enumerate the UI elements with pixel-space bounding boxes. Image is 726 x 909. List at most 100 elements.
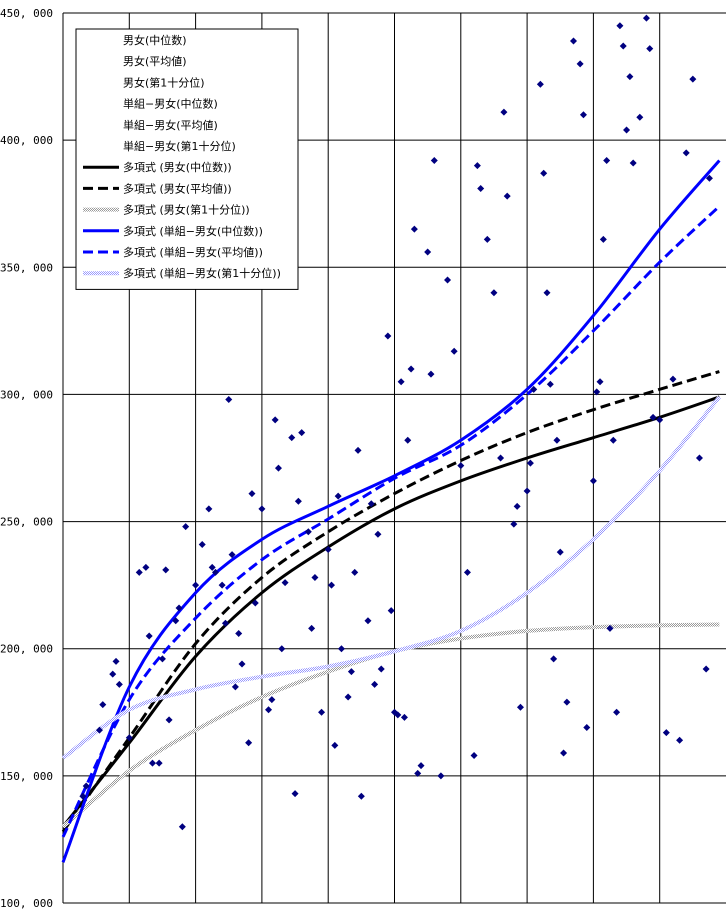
data-point — [208, 563, 216, 571]
data-point — [473, 162, 481, 170]
data-point — [649, 413, 657, 421]
data-point — [676, 736, 684, 744]
y-tick-label: 150, 000 — [0, 770, 53, 783]
data-point — [334, 492, 342, 500]
data-point — [450, 347, 458, 355]
data-point — [616, 22, 624, 30]
data-point — [606, 624, 614, 632]
data-point — [497, 454, 505, 462]
data-point — [563, 698, 571, 706]
y-tick-label: 350, 000 — [0, 261, 53, 274]
y-tick-label: 250, 000 — [0, 516, 53, 529]
data-point — [490, 289, 498, 297]
data-point — [298, 429, 306, 437]
data-point — [457, 462, 465, 470]
data-point — [642, 14, 650, 22]
legend-label: 単組−男女(中位数) — [123, 97, 218, 111]
data-point — [510, 520, 518, 528]
trendline-3 — [61, 159, 721, 863]
scatter-points — [79, 14, 713, 831]
data-point — [347, 668, 355, 676]
legend-label: 多項式 (単組−男女(中位数)) — [123, 224, 263, 238]
data-point — [579, 111, 587, 119]
data-point — [158, 655, 166, 663]
data-point — [251, 599, 259, 607]
data-point — [258, 505, 266, 513]
data-point — [407, 365, 415, 373]
data-point — [629, 159, 637, 167]
trendline-5 — [61, 395, 721, 760]
data-point — [198, 540, 206, 548]
data-point — [589, 477, 597, 485]
legend-label: 単組−男女(平均値) — [123, 118, 218, 132]
data-point — [291, 790, 299, 798]
data-point — [175, 604, 183, 612]
legend-label: 多項式 (男女(平均値)) — [123, 181, 232, 195]
data-point — [513, 502, 521, 510]
data-point — [142, 563, 150, 571]
data-point — [560, 749, 568, 757]
data-point — [235, 629, 243, 637]
legend-label: 男女(平均値) — [123, 54, 187, 68]
data-point — [546, 380, 554, 388]
data-point — [463, 568, 471, 576]
trendline-1 — [61, 370, 720, 833]
data-point — [553, 436, 561, 444]
data-point — [304, 528, 312, 536]
data-point — [112, 657, 120, 665]
data-point — [556, 548, 564, 556]
data-point — [470, 752, 478, 760]
data-point — [311, 574, 319, 582]
legend-label: 男女(第1十分位) — [123, 75, 205, 89]
data-point — [221, 619, 229, 627]
data-point — [444, 276, 452, 284]
legend-label: 多項式 (単組−男女(第1十分位)) — [123, 266, 281, 280]
data-point — [583, 724, 591, 732]
data-point — [387, 607, 395, 615]
legend-label: 多項式 (男女(第1十分位)) — [123, 203, 250, 217]
data-point — [288, 434, 296, 442]
data-point — [427, 370, 435, 378]
data-point — [410, 225, 418, 233]
data-point — [281, 579, 289, 587]
data-point — [82, 782, 90, 790]
data-point — [619, 42, 627, 50]
data-point — [182, 523, 190, 531]
data-point — [540, 169, 548, 177]
data-point — [702, 665, 710, 673]
legend-label: 男女(中位数) — [123, 33, 187, 47]
data-point — [225, 396, 233, 404]
data-point — [695, 454, 703, 462]
data-point — [218, 581, 226, 589]
data-point — [656, 416, 664, 424]
y-tick-label: 100, 000 — [0, 897, 53, 909]
data-point — [268, 696, 276, 704]
data-point — [397, 378, 405, 386]
data-point — [79, 792, 87, 800]
data-point — [351, 568, 359, 576]
data-point — [384, 332, 392, 340]
data-point — [599, 235, 607, 243]
data-point — [550, 655, 558, 663]
trendline-4 — [61, 205, 721, 838]
data-point — [417, 762, 425, 770]
data-point — [516, 703, 524, 711]
data-point — [109, 670, 117, 678]
data-point — [248, 490, 256, 498]
data-point — [613, 708, 621, 716]
data-point — [172, 617, 180, 625]
y-axis-ticks: 100, 000 150, 000 200, 000 250, 000 300, 000… — [0, 7, 53, 909]
y-tick-label: 450, 000 — [0, 7, 53, 20]
data-point — [503, 192, 511, 200]
data-point — [294, 497, 302, 505]
data-point — [99, 701, 107, 709]
data-point — [689, 75, 697, 83]
data-point — [178, 823, 186, 831]
data-point — [308, 624, 316, 632]
data-point — [377, 665, 385, 673]
legend-box — [75, 28, 299, 290]
data-point — [228, 551, 236, 559]
data-point — [135, 568, 143, 576]
data-point — [371, 680, 379, 688]
data-point — [125, 734, 133, 742]
